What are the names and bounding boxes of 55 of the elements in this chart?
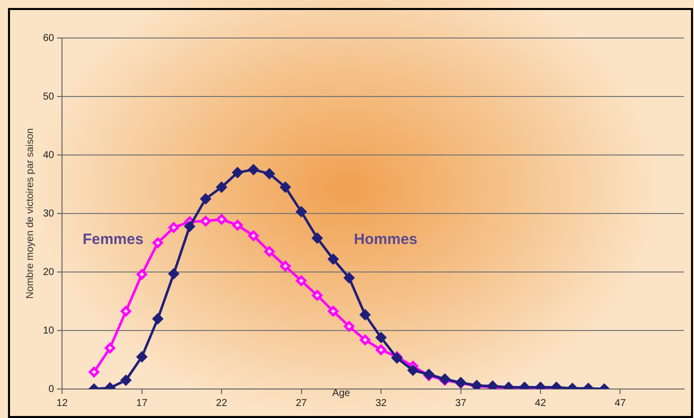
point bbox=[200, 194, 211, 204]
point bbox=[328, 254, 338, 264]
point bbox=[376, 344, 386, 356]
y-tick-label: 30 bbox=[43, 208, 55, 220]
point bbox=[360, 334, 370, 346]
series-label: Femmes bbox=[82, 230, 144, 248]
point bbox=[328, 306, 338, 316]
x-tick-label: 17 bbox=[136, 398, 148, 409]
point bbox=[264, 246, 275, 257]
series-label: Hommes bbox=[354, 230, 418, 248]
y-axis-title: Nombre moyen de victoires par saison bbox=[24, 128, 36, 299]
point bbox=[312, 290, 322, 301]
x-axis-title: Age bbox=[332, 388, 351, 399]
y-tick-label: 20 bbox=[43, 266, 55, 278]
point bbox=[120, 374, 132, 386]
point bbox=[344, 321, 354, 332]
point bbox=[280, 260, 291, 272]
x-tick-label: 27 bbox=[296, 398, 308, 409]
point bbox=[168, 222, 179, 233]
x-tick-label: 47 bbox=[614, 398, 626, 409]
y-tick-label: 60 bbox=[43, 32, 55, 44]
point bbox=[136, 352, 148, 362]
x-tick-label: 42 bbox=[534, 398, 546, 409]
point bbox=[216, 182, 227, 192]
point bbox=[232, 167, 243, 178]
point bbox=[376, 332, 386, 343]
point bbox=[88, 366, 100, 378]
point bbox=[152, 314, 164, 324]
x-tick-label: 12 bbox=[56, 398, 68, 409]
y-tick-label: 40 bbox=[43, 150, 55, 161]
point bbox=[232, 220, 243, 230]
point bbox=[152, 238, 164, 248]
point bbox=[408, 365, 418, 376]
point bbox=[168, 268, 179, 280]
y-tick-label: 10 bbox=[43, 325, 55, 336]
x-tick-label: 32 bbox=[375, 398, 388, 409]
point bbox=[248, 164, 259, 175]
point bbox=[264, 168, 275, 179]
point bbox=[184, 221, 195, 232]
point bbox=[312, 232, 322, 244]
point bbox=[296, 206, 307, 217]
point bbox=[200, 216, 211, 226]
point bbox=[280, 182, 291, 192]
point bbox=[136, 269, 148, 280]
point bbox=[296, 276, 307, 286]
x-tick-label: 22 bbox=[216, 398, 228, 409]
point bbox=[248, 230, 259, 241]
point bbox=[120, 306, 132, 316]
point bbox=[344, 272, 354, 284]
y-tick-label: 50 bbox=[43, 91, 55, 102]
point bbox=[216, 214, 227, 225]
x-tick-label: 37 bbox=[455, 398, 467, 409]
point bbox=[104, 342, 116, 354]
point bbox=[360, 309, 370, 320]
y-tick-label: 0 bbox=[48, 384, 55, 395]
